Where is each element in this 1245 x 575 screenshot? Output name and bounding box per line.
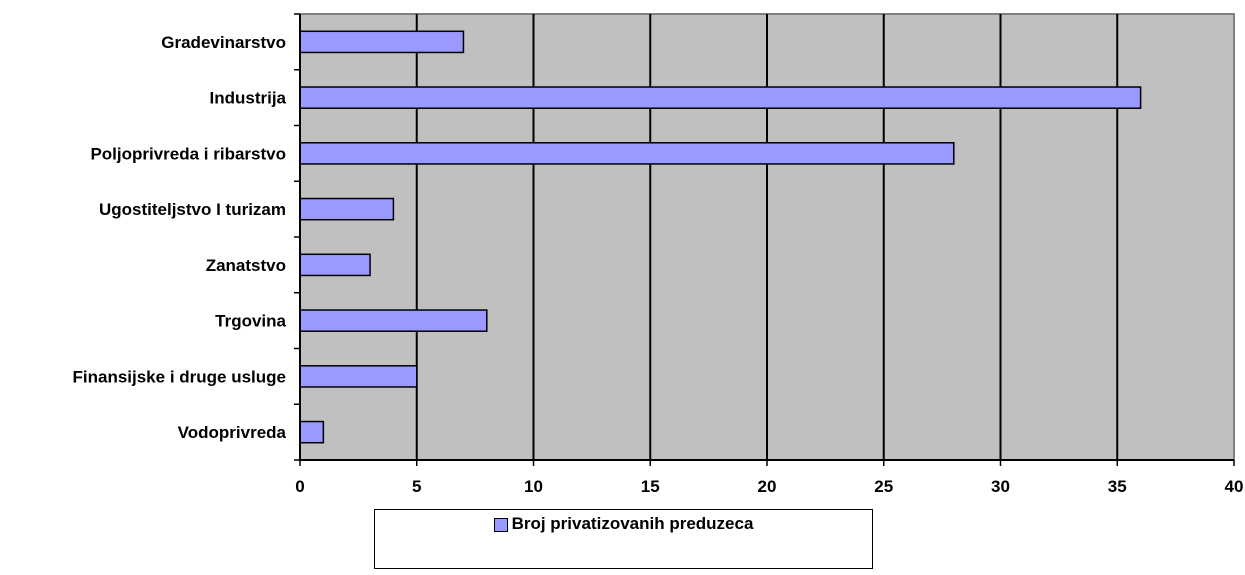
x-tick-label: 25 <box>874 477 893 496</box>
x-tick-label: 15 <box>641 477 660 496</box>
bar <box>299 30 465 54</box>
x-tick-label: 0 <box>295 477 304 496</box>
x-tick-labels: 0 5 10 15 20 25 30 35 40 <box>295 477 1243 496</box>
axes <box>294 13 1235 466</box>
category-label: Vodoprivreda <box>178 423 287 442</box>
category-label: Gradevinarstvo <box>161 33 286 52</box>
bar-chart: Gradevinarstvo Industrija Poljoprivreda i … <box>73 13 1243 496</box>
category-label: Finansijske i druge usluge <box>73 367 287 386</box>
bars <box>299 30 1142 444</box>
x-tick-label: 30 <box>991 477 1010 496</box>
bar <box>299 420 325 444</box>
category-label: Trgovina <box>215 312 286 331</box>
category-label: Zanatstvo <box>206 256 286 275</box>
bar <box>299 253 371 277</box>
legend-swatch <box>493 518 508 532</box>
x-tick-label: 40 <box>1225 477 1244 496</box>
x-tick-label: 35 <box>1108 477 1127 496</box>
category-label: Poljoprivreda i ribarstvo <box>90 144 286 163</box>
legend-label: Broj privatizovanih preduzeca <box>511 514 754 533</box>
x-tick-label: 20 <box>758 477 777 496</box>
bar <box>299 365 418 388</box>
bar <box>299 86 1142 109</box>
x-tick-label: 10 <box>524 477 543 496</box>
category-label: Ugostiteljstvo I turizam <box>99 200 286 219</box>
bar <box>299 142 955 165</box>
legend: Broj privatizovanih preduzeca <box>374 509 873 569</box>
bar <box>299 197 395 221</box>
x-tick-label: 5 <box>412 477 421 496</box>
category-labels: Gradevinarstvo Industrija Poljoprivreda i … <box>73 33 287 442</box>
bar <box>299 309 488 332</box>
category-label: Industrija <box>209 89 286 108</box>
